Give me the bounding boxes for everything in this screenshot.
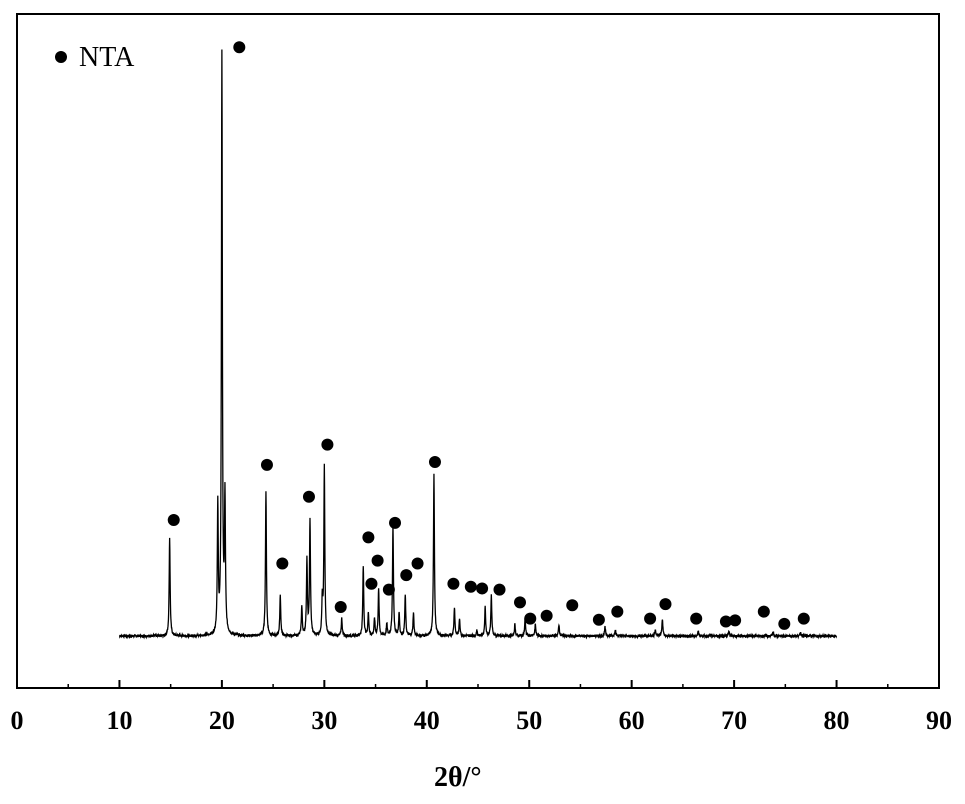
nta-peak-marker <box>372 555 384 567</box>
nta-peak-marker <box>447 578 459 590</box>
nta-peak-marker <box>778 618 790 630</box>
x-tick-label: 60 <box>619 706 645 735</box>
x-tick-label: 20 <box>209 706 235 735</box>
legend-marker <box>55 51 67 63</box>
x-tick-label: 50 <box>516 706 542 735</box>
x-axis-title: 2θ/° <box>434 762 482 793</box>
x-tick-label: 70 <box>721 706 747 735</box>
nta-peak-marker <box>389 517 401 529</box>
nta-peak-marker <box>261 459 273 471</box>
x-tick-label: 90 <box>926 706 952 735</box>
nta-peak-marker <box>476 582 488 594</box>
legend-label: NTA <box>79 42 135 73</box>
x-tick-label: 80 <box>824 706 850 735</box>
nta-peak-marker <box>365 578 377 590</box>
nta-peak-marker <box>233 41 245 53</box>
nta-peak-marker <box>429 456 441 468</box>
nta-peak-marker <box>168 514 180 526</box>
nta-peak-marker <box>303 491 315 503</box>
x-tick-label: 40 <box>414 706 440 735</box>
nta-peak-marker <box>593 614 605 626</box>
nta-peak-marker <box>690 613 702 625</box>
x-tick-label: 10 <box>106 706 132 735</box>
nta-peak-marker <box>321 439 333 451</box>
nta-peak-marker <box>566 599 578 611</box>
nta-peak-marker <box>400 569 412 581</box>
nta-peak-marker <box>335 601 347 613</box>
nta-peak-marker <box>276 558 288 570</box>
nta-peak-marker <box>758 606 770 618</box>
nta-peak-marker <box>659 598 671 610</box>
nta-peak-marker <box>729 614 741 626</box>
x-tick-label: 0 <box>11 706 24 735</box>
nta-peak-marker <box>412 558 424 570</box>
nta-peak-marker <box>611 606 623 618</box>
nta-peak-marker <box>494 584 506 596</box>
nta-peak-marker <box>524 613 536 625</box>
nta-peak-marker <box>541 610 553 622</box>
nta-peak-marker <box>514 596 526 608</box>
nta-peak-marker <box>383 584 395 596</box>
nta-peak-marker <box>465 581 477 593</box>
x-tick-label: 30 <box>311 706 337 735</box>
nta-peak-marker <box>798 613 810 625</box>
nta-peak-marker <box>644 613 656 625</box>
nta-peak-marker <box>362 531 374 543</box>
